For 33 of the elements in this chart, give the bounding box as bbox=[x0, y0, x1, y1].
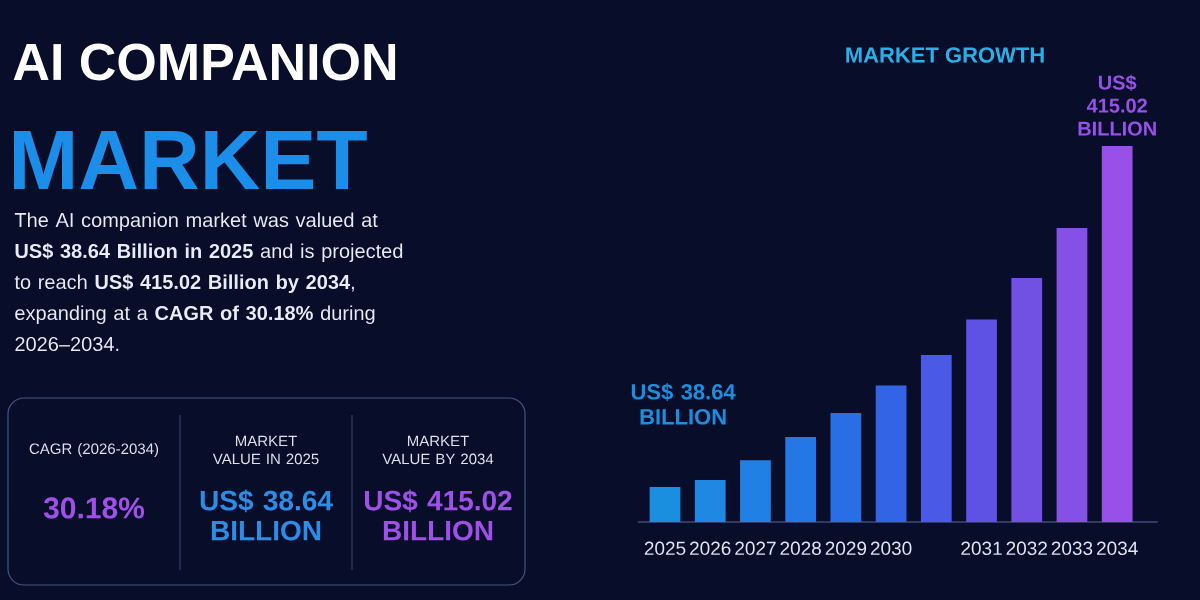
bar bbox=[740, 460, 771, 522]
bar bbox=[875, 385, 907, 522]
x-tick-label: 2029 bbox=[825, 541, 867, 556]
x-tick-label: 2033 bbox=[1051, 541, 1093, 556]
bar bbox=[649, 487, 681, 522]
chart-title: MARKET GROWTH bbox=[846, 47, 1044, 63]
text: CAGR (2026-2034) bbox=[29, 443, 159, 457]
data-label: US$ 415.02 BILLION bbox=[1078, 74, 1156, 136]
text: MARKET VALUE BY 2034 bbox=[382, 435, 494, 465]
text: The AI companion market was valued at US$ 38.64 Billion in 2025 and is projected to reach US$ 415.02 Billion by 2034, expanding at a CAGR of 30.18% during 2026–2034. bbox=[14, 212, 403, 352]
x-tick-label: 2027 bbox=[735, 541, 776, 556]
text: MARKET bbox=[14, 131, 367, 189]
x-tick-label: 2028 bbox=[780, 541, 821, 556]
bar bbox=[920, 355, 952, 522]
x-tick-label: 2025 bbox=[644, 541, 686, 556]
text: US$ 415.02 BILLION bbox=[364, 489, 512, 541]
text: MARKET VALUE IN 2025 bbox=[212, 435, 319, 465]
bar bbox=[1101, 146, 1133, 522]
x-tick-label: 2031 bbox=[961, 541, 1002, 556]
bar bbox=[694, 479, 726, 522]
text: US$ 38.64 BILLION bbox=[200, 489, 333, 541]
x-tick-label: 2026 bbox=[690, 541, 731, 556]
data-label: US$ 38.64 BILLION bbox=[631, 383, 736, 425]
x-tick-label: 2030 bbox=[870, 541, 912, 556]
bar bbox=[1011, 278, 1043, 522]
bar bbox=[785, 437, 817, 522]
bar bbox=[1056, 228, 1088, 522]
text: 30.18% bbox=[43, 497, 145, 519]
x-tick-label: 2034 bbox=[1096, 541, 1138, 556]
bar bbox=[966, 319, 997, 522]
bar bbox=[830, 412, 862, 522]
x-tick-label: 2032 bbox=[1006, 541, 1047, 556]
text: AI COMPANION bbox=[13, 43, 396, 81]
